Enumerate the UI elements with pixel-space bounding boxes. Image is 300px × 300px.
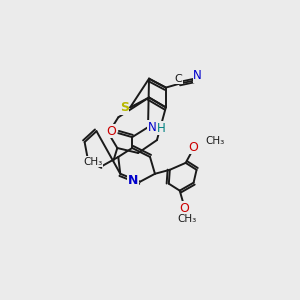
Text: H: H <box>157 122 165 135</box>
Text: N: N <box>193 69 202 82</box>
Text: N: N <box>148 121 156 134</box>
Text: C: C <box>175 74 183 84</box>
Text: S: S <box>120 101 129 114</box>
Text: CH₃: CH₃ <box>177 214 196 224</box>
Text: N: N <box>128 174 138 187</box>
Text: O: O <box>189 140 199 154</box>
Text: CH₃: CH₃ <box>83 157 102 167</box>
Text: CH₃: CH₃ <box>206 136 225 146</box>
Text: O: O <box>106 125 116 138</box>
Text: O: O <box>180 202 190 215</box>
